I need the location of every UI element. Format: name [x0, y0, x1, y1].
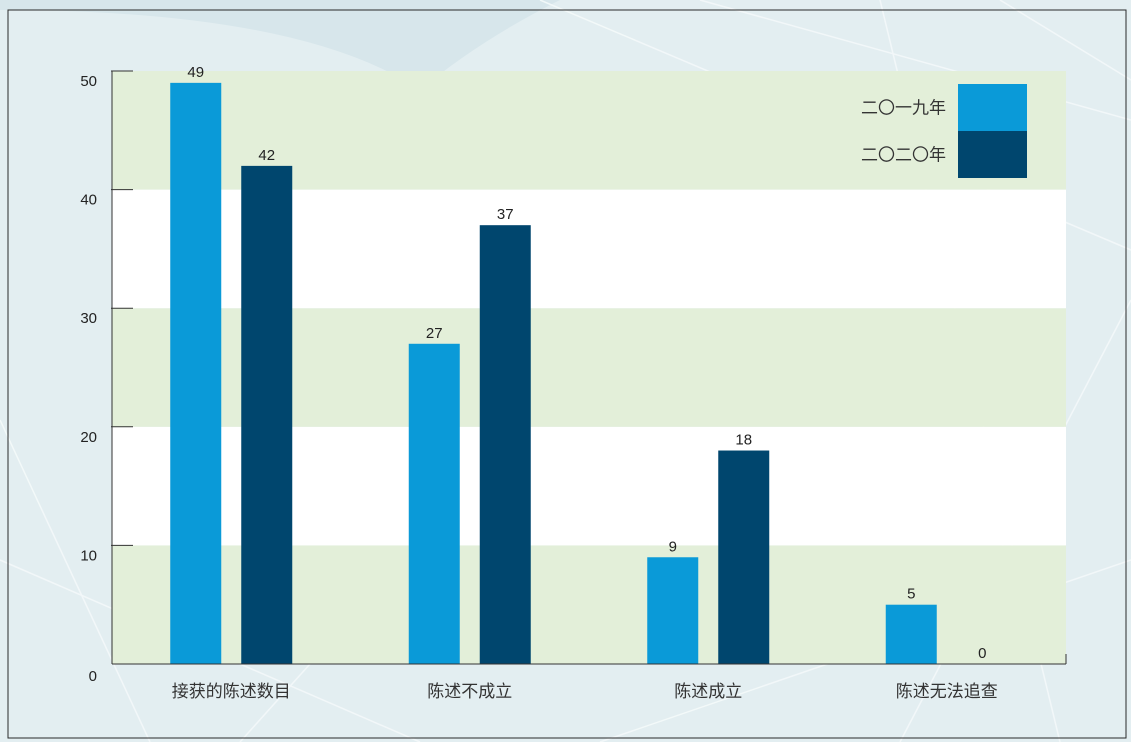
- x-tick-label: 陈述不成立: [427, 682, 512, 702]
- x-tick-label: 陈述成立: [674, 682, 742, 702]
- y-tick-label: 0: [89, 668, 97, 685]
- y-tick-label: 50: [80, 73, 97, 90]
- data-label: 37: [497, 206, 514, 223]
- bar: [241, 165, 293, 664]
- bar: [718, 450, 770, 664]
- data-label: 5: [907, 586, 915, 603]
- axes: [111, 71, 1067, 665]
- y-axis-ticks: 0 10 20 30 40 50: [80, 70, 133, 685]
- legend-swatch: [958, 84, 1027, 131]
- bar: [170, 82, 222, 665]
- y-tick-label: 40: [80, 192, 97, 209]
- x-tick-label: 陈述无法追查: [896, 682, 998, 702]
- data-label: 9: [669, 538, 677, 555]
- y-tick-label: 20: [80, 429, 97, 446]
- x-tick-label: 接获的陈述数目: [172, 682, 291, 702]
- x-axis-labels: 接获的陈述数目 陈述不成立 陈述成立 陈述无法追查: [172, 682, 998, 702]
- legend-label: 二〇二〇年: [861, 146, 946, 166]
- data-labels: 49 42 27 37 9 18 5 0: [187, 64, 986, 662]
- data-label: 42: [258, 147, 275, 164]
- y-tick-label: 30: [80, 310, 97, 327]
- legend-label: 二〇一九年: [861, 99, 946, 119]
- bar-group: [170, 82, 937, 665]
- data-label: 0: [978, 645, 986, 662]
- bar: [885, 604, 937, 664]
- bar: [479, 225, 531, 664]
- data-label: 49: [187, 64, 204, 81]
- bar: [647, 557, 699, 664]
- data-label: 18: [735, 432, 752, 449]
- legend-swatch: [958, 131, 1027, 178]
- data-label: 27: [426, 325, 443, 342]
- bar: [408, 343, 460, 664]
- y-tick-label: 10: [80, 547, 97, 564]
